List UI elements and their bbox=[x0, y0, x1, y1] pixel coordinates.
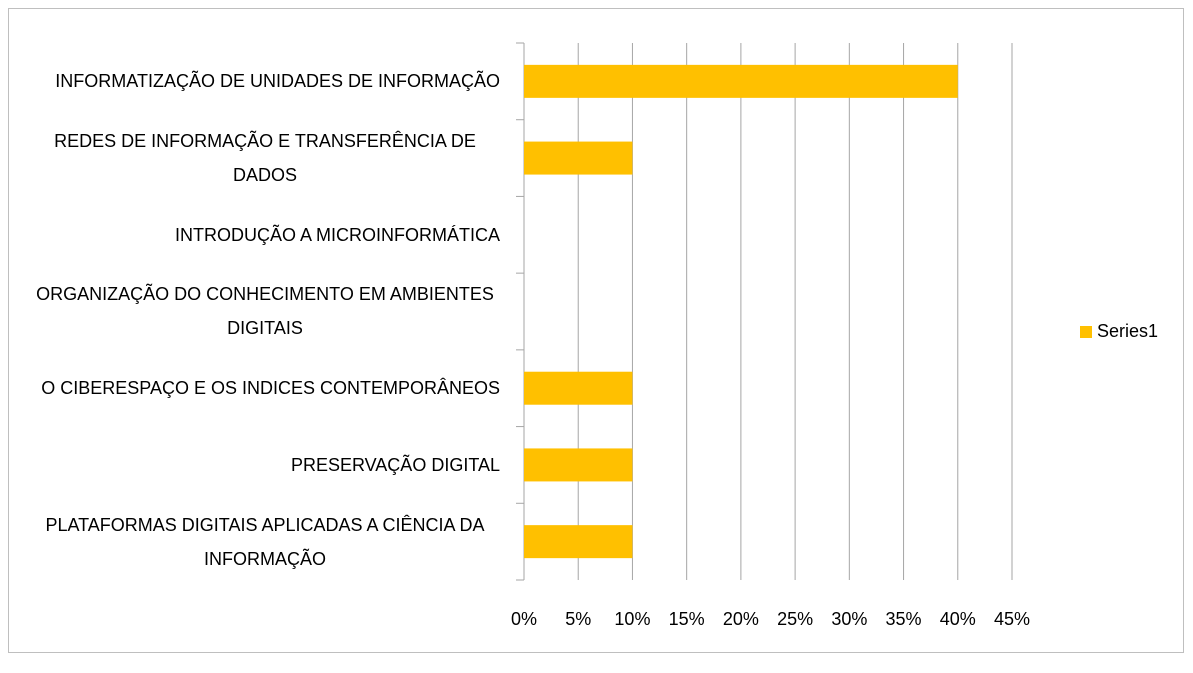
y-tick-label-box: PLATAFORMAS DIGITAIS APLICADAS A CIÊNCIA… bbox=[10, 503, 500, 580]
x-tick-label: 0% bbox=[511, 609, 537, 629]
x-tick-label: 10% bbox=[614, 609, 650, 629]
y-tick-label-box: O CIBERESPAÇO E OS INDICES CONTEMPORÂNEO… bbox=[10, 350, 500, 427]
bar bbox=[524, 448, 633, 482]
y-tick-label-box: PRESERVAÇÃO DIGITAL bbox=[10, 427, 500, 504]
x-tick-label: 5% bbox=[565, 609, 591, 629]
y-tick-label: ORGANIZAÇÃO DO CONHECIMENTO EM AMBIENTES… bbox=[36, 284, 494, 339]
y-tick-label: PRESERVAÇÃO DIGITAL bbox=[290, 454, 500, 475]
legend-label: Series1 bbox=[1097, 321, 1158, 341]
bar bbox=[524, 371, 633, 405]
bar bbox=[524, 141, 633, 175]
x-tick-label: 30% bbox=[831, 609, 867, 629]
bar bbox=[524, 525, 633, 559]
x-tick-label: 25% bbox=[777, 609, 813, 629]
y-tick-label: INFORMATIZAÇÃO DE UNIDADES DE INFORMAÇÃO bbox=[55, 71, 500, 92]
x-tick-label: 15% bbox=[669, 609, 705, 629]
y-tick-label: PLATAFORMAS DIGITAIS APLICADAS A CIÊNCIA… bbox=[45, 514, 485, 569]
x-tick-label: 45% bbox=[994, 609, 1030, 629]
y-tick-label: REDES DE INFORMAÇÃO E TRANSFERÊNCIA DE D… bbox=[54, 131, 476, 186]
x-tick-label: 40% bbox=[940, 609, 976, 629]
legend-swatch bbox=[1080, 326, 1092, 338]
y-tick-label-box: INFORMATIZAÇÃO DE UNIDADES DE INFORMAÇÃO bbox=[10, 43, 500, 120]
x-tick-label: 35% bbox=[886, 609, 922, 629]
y-tick-label-box: INTRODUÇÃO A MICROINFORMÁTICA bbox=[10, 196, 500, 273]
y-tick-label: O CIBERESPAÇO E OS INDICES CONTEMPORÂNEO… bbox=[41, 378, 500, 399]
bar bbox=[524, 64, 958, 98]
x-tick-label: 20% bbox=[723, 609, 759, 629]
y-tick-label-box: ORGANIZAÇÃO DO CONHECIMENTO EM AMBIENTES… bbox=[10, 273, 500, 350]
y-tick-label-box: REDES DE INFORMAÇÃO E TRANSFERÊNCIA DE D… bbox=[10, 120, 500, 197]
y-tick-label: INTRODUÇÃO A MICROINFORMÁTICA bbox=[174, 224, 500, 245]
